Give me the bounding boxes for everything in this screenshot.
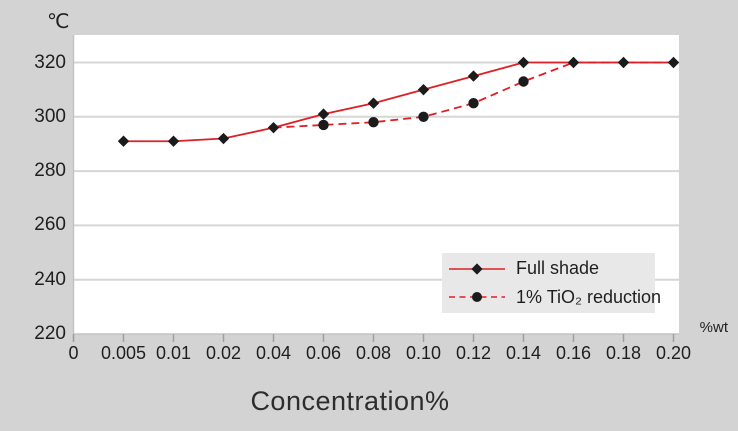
data-point-circle bbox=[318, 119, 329, 131]
data-point-circle bbox=[418, 111, 429, 123]
legend-swatch-dashed-circle bbox=[449, 292, 505, 303]
data-point-diamond bbox=[667, 56, 680, 69]
y-tick-label: 280 bbox=[34, 160, 66, 182]
x-tick-label: 0.02 bbox=[205, 343, 242, 363]
legend-label-tio2-reduction: 1% TiO₂ reduction bbox=[516, 286, 662, 307]
data-point-circle bbox=[368, 117, 379, 128]
data-point-diamond bbox=[117, 135, 130, 147]
y-tick-label: 260 bbox=[34, 214, 66, 236]
legend: Full shade 1% TiO₂ reduction bbox=[442, 253, 661, 313]
data-point-circle bbox=[518, 76, 529, 87]
y-tick-label: 240 bbox=[34, 268, 66, 290]
data-point-diamond bbox=[167, 135, 180, 147]
data-point-diamond bbox=[567, 56, 580, 69]
x-axis-title: Concentration% bbox=[250, 386, 450, 416]
legend-item-full-shade: Full shade bbox=[442, 256, 655, 282]
x-tick-label: 0 bbox=[68, 343, 79, 363]
data-point-diamond bbox=[267, 121, 280, 134]
data-point-diamond bbox=[517, 56, 530, 69]
x-tick-label: 0.16 bbox=[555, 343, 592, 363]
legend-item-tio2-reduction: 1% TiO₂ reduction bbox=[442, 284, 661, 310]
data-point-circle bbox=[468, 98, 479, 109]
legend-swatch-solid-diamond bbox=[449, 263, 505, 275]
data-point-diamond bbox=[217, 132, 230, 145]
data-point-diamond bbox=[367, 97, 380, 109]
x-tick-label: 0.08 bbox=[355, 343, 392, 363]
y-axis-unit-label: ℃ bbox=[47, 11, 70, 33]
x-tick-label: 0.12 bbox=[455, 343, 492, 363]
y-tick-label: 320 bbox=[34, 51, 66, 73]
legend-label-full-shade: Full shade bbox=[516, 258, 600, 279]
data-point-diamond bbox=[317, 108, 330, 120]
series-line-solid bbox=[123, 61, 674, 143]
x-tick-label: 0.20 bbox=[655, 343, 692, 363]
data-point-diamond bbox=[467, 70, 480, 82]
y-tick-label: 220 bbox=[34, 323, 66, 344]
x-tick-label: 0.01 bbox=[155, 343, 192, 363]
x-tick-label: 0.18 bbox=[605, 343, 642, 363]
y-tick-label: 300 bbox=[34, 105, 66, 127]
x-tick-label: 0.10 bbox=[405, 343, 442, 363]
x-axis-unit-label: %wt bbox=[699, 319, 728, 336]
x-tick-label: 0.04 bbox=[255, 343, 292, 363]
x-tick-label: 0.06 bbox=[305, 343, 342, 363]
data-point-diamond bbox=[417, 83, 430, 96]
data-point-diamond bbox=[617, 56, 630, 69]
x-tick-label: 0.14 bbox=[505, 343, 542, 363]
x-tick-label: 0.005 bbox=[100, 343, 147, 363]
